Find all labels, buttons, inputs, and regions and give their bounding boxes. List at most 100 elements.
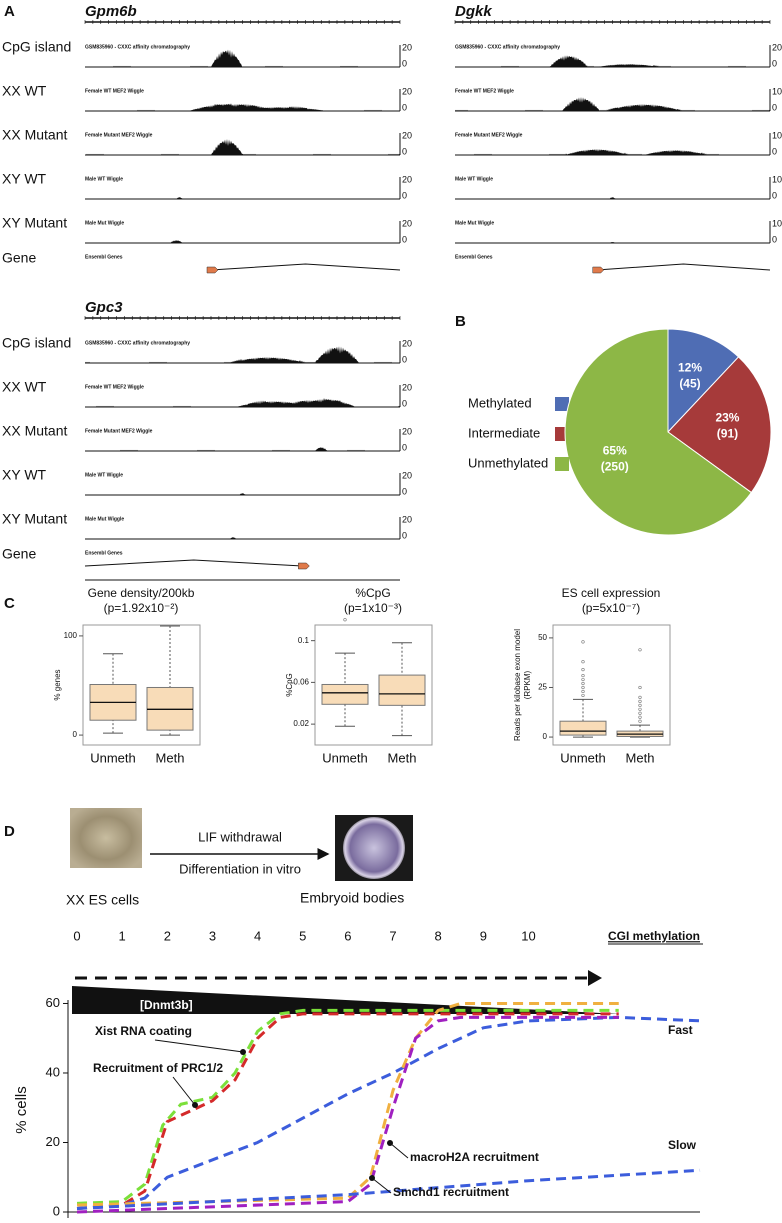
scale-max: 20: [402, 514, 412, 524]
box: [559, 720, 607, 736]
scale-max: 20: [402, 86, 412, 96]
y-tick-label: 0.06: [293, 678, 309, 687]
wiggle: [455, 149, 770, 155]
scale-min: 0: [772, 146, 777, 156]
legend-swatch: [555, 397, 569, 411]
timeline-arrow-head: [588, 970, 602, 986]
locus-title: Dgkk: [455, 3, 492, 20]
y-tick-label: 0.1: [298, 636, 310, 645]
y-axis-label: %CpG: [285, 673, 294, 697]
series-line: [76, 1012, 619, 1211]
y-axis-label: Reads per kilobase exon model: [513, 629, 522, 741]
y-tick-label: 0.02: [293, 719, 309, 728]
row-label: XX Mutant: [2, 127, 67, 143]
legend-label: Methylated: [468, 395, 532, 410]
flier: [638, 719, 642, 723]
row-label: XX WT: [2, 379, 47, 395]
scale-min: 0: [402, 398, 407, 408]
flier: [638, 707, 642, 711]
box: [378, 674, 426, 706]
row-label: Gene: [2, 250, 36, 266]
scale-max: 20: [772, 42, 782, 52]
flier: [581, 693, 585, 698]
slice-label: 12%: [678, 361, 702, 375]
y-axis-label: (RPKM): [523, 670, 532, 699]
scale-min: 0: [402, 58, 407, 68]
image-label: Embryoid bodies: [300, 890, 404, 906]
scale-max: 20: [402, 42, 412, 52]
scale-min: 0: [772, 102, 777, 112]
flier: [638, 715, 642, 719]
track-label: Male Mut Wiggle: [455, 220, 494, 226]
panel-label: C: [4, 595, 15, 612]
track-label: Male WT Wiggle: [455, 176, 493, 182]
series-line: [76, 1015, 619, 1214]
gene-model: [210, 263, 401, 271]
flier: [638, 685, 642, 690]
series-line: [76, 1008, 619, 1205]
pointer-dot: [192, 1102, 198, 1108]
chart-subtitle: (p=5x10⁻⁷): [582, 601, 640, 615]
row-label: XX WT: [2, 83, 47, 99]
box: [321, 683, 369, 705]
scale-min: 0: [772, 58, 777, 68]
chart-subtitle: (p=1.92x10⁻²): [104, 601, 179, 615]
gene-model: [84, 559, 303, 567]
series-line: [76, 1015, 701, 1211]
x-tick-label: 2: [164, 928, 171, 943]
row-label: CpG island: [2, 335, 71, 351]
flier: [638, 695, 642, 699]
scale-max: 20: [402, 426, 412, 436]
legend-label: Intermediate: [468, 425, 540, 440]
y-tick-label: 0: [543, 732, 548, 741]
scale-min: 0: [772, 234, 777, 244]
panel-label: B: [455, 313, 466, 330]
row-label: XY Mutant: [2, 511, 67, 527]
scale-max: 10: [772, 130, 782, 140]
scale-max: 20: [402, 130, 412, 140]
scale-min: 0: [402, 234, 407, 244]
slice-count: (91): [717, 427, 738, 441]
wiggle: [455, 197, 770, 199]
track-label: Male Mut Wiggle: [85, 516, 124, 522]
slice-label: 23%: [715, 411, 739, 425]
scale-max: 20: [402, 338, 412, 348]
flier: [581, 660, 585, 664]
x-tick-label: 7: [389, 928, 396, 943]
y-axis-label: % cells: [13, 1086, 30, 1134]
pointer-dot: [387, 1140, 393, 1146]
x-tick-label: Meth: [156, 750, 185, 765]
exon: [206, 266, 219, 274]
row-label: XY WT: [2, 467, 47, 483]
panel-label: A: [4, 3, 15, 20]
flier: [638, 703, 642, 707]
track-label: Female Mutant MEF2 Wiggle: [455, 132, 523, 138]
pointer: [371, 1177, 392, 1194]
row-label: XX Mutant: [2, 423, 67, 439]
flier: [343, 618, 347, 622]
x-tick-label: 0: [73, 928, 80, 943]
y-tick-label: 40: [46, 1064, 60, 1079]
wiggle: [85, 398, 400, 407]
x-tick-label: Unmeth: [90, 750, 136, 765]
pointer-dot: [369, 1175, 375, 1181]
flier: [581, 681, 585, 686]
x-tick-label: 10: [521, 928, 535, 943]
scale-max: 10: [772, 174, 782, 184]
wiggle: [85, 493, 400, 495]
wiggle: [85, 103, 400, 111]
x-tick-label: 8: [435, 928, 442, 943]
annotation: Recruitment of PRC1/2: [93, 1061, 223, 1075]
track-label: Male Mut Wiggle: [85, 220, 124, 226]
wiggle: [455, 97, 770, 111]
pie-slice: [667, 356, 772, 494]
flier: [581, 640, 585, 644]
x-tick-label: Meth: [626, 750, 655, 765]
dnmt3b-wedge: [72, 986, 620, 1014]
exon: [592, 266, 605, 274]
pointer: [172, 1076, 196, 1106]
slice-count: (45): [679, 377, 700, 391]
arrow-label: LIF withdrawal: [198, 829, 282, 844]
scale-max: 20: [402, 218, 412, 228]
chart-title: ES cell expression: [562, 586, 661, 600]
